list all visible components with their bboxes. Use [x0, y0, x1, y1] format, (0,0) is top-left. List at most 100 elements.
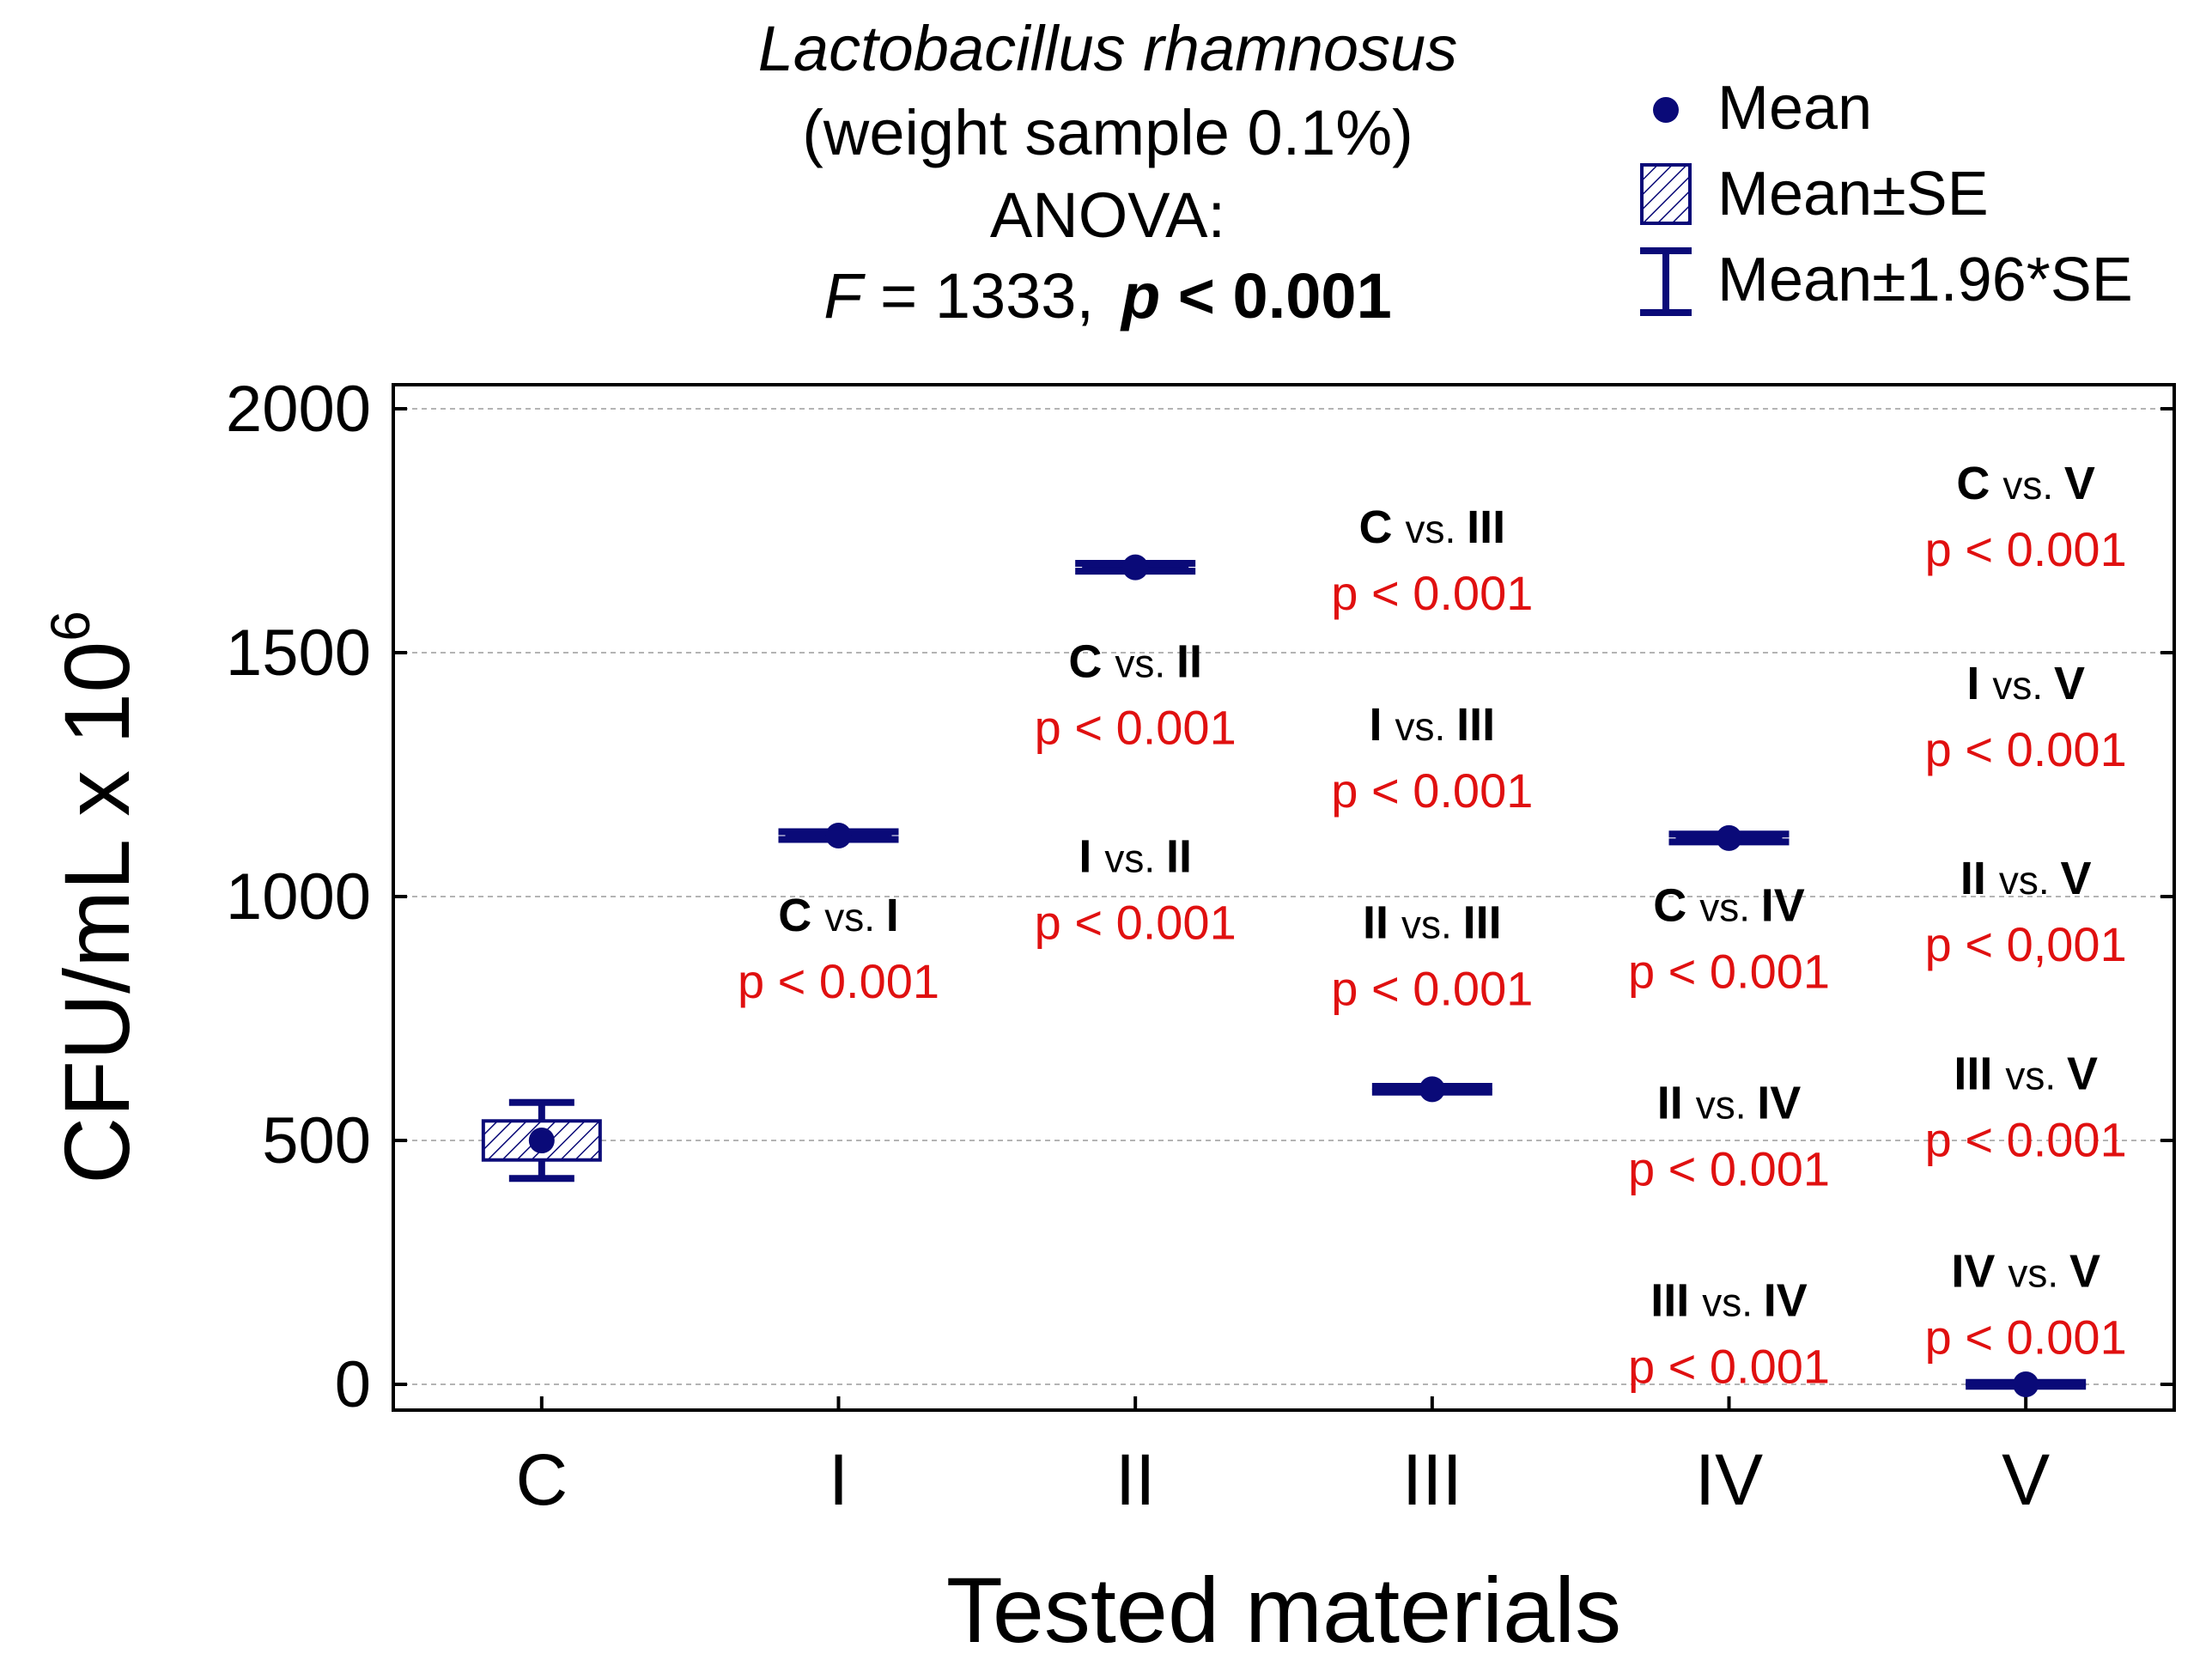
comparison-group-b: IV: [1761, 879, 1805, 931]
comparison-vs: vs.: [1115, 641, 1176, 685]
title-p-value: < 0.001: [1160, 260, 1392, 331]
mean-point: [2013, 1371, 2039, 1397]
comparison-group-b: IV: [1764, 1274, 1808, 1326]
legend-ci-label: Mean±1.96*SE: [1717, 246, 2133, 314]
comparison-group: C vs. Ip < 0.001: [738, 890, 939, 1008]
comparison-vs: vs.: [2008, 1250, 2069, 1295]
comparison-group-b: III: [1463, 897, 1502, 948]
comparison-group-b: V: [2060, 853, 2091, 904]
comparison-group-a: C: [778, 890, 824, 941]
comparison-group-b: V: [2067, 1048, 2098, 1099]
comparison-group-a: I: [1966, 658, 1992, 709]
comparison-vs: vs.: [1406, 507, 1468, 551]
title-statistics: F = 1333, p < 0.001: [823, 260, 1391, 331]
x-axis-ticks: C I II III IV V: [515, 1396, 2050, 1520]
comparison-group-a: II: [1960, 853, 1999, 904]
y-axis-ticks: 0 500 1000 1500 2000: [226, 373, 2174, 1421]
comparison-group: I vs. III p < 0.001: [1331, 699, 1533, 818]
comparison-p-value: p < 0.001: [1035, 700, 1237, 754]
comparison-group: I vs. II p < 0.001: [1035, 831, 1237, 950]
y-tick-label: 0: [335, 1348, 371, 1421]
comparison-vs: vs.: [1699, 885, 1761, 929]
comparison-group-a: III: [1650, 1274, 1702, 1326]
comparison-vs: vs.: [2005, 1053, 2067, 1098]
title-anova: ANOVA:: [990, 179, 1225, 251]
x-tick-label: IV: [1695, 1439, 1763, 1520]
comparison-group: III vs. IV p < 0.001: [1628, 1274, 1830, 1393]
mean-point: [1419, 1076, 1445, 1103]
comparison-group: I vs. Vp < 0.001: [1925, 658, 2127, 776]
mean-point: [1122, 554, 1149, 581]
comparison-vs: vs.: [1696, 1082, 1758, 1127]
comparison-p-value: p < 0.001: [1628, 1339, 1830, 1393]
comparison-group: II vs. III p < 0.001: [1331, 897, 1533, 1015]
comparison-group: C vs. V p < 0.001: [1925, 458, 2127, 576]
comparison-group-b: II: [1166, 831, 1192, 883]
comparison-label: III vs. IV: [1650, 1274, 1808, 1326]
comparison-p-value: p < 0.001: [1331, 566, 1533, 620]
y-axis-title-text: CFU/mL x 10: [45, 642, 149, 1184]
comparison-group-a: C: [1068, 635, 1115, 687]
comparison-label: I vs. V: [1966, 658, 2085, 709]
x-tick-label: V: [2002, 1439, 2050, 1520]
comparison-label: C vs. I: [778, 890, 899, 941]
comparison-label: C vs. V: [1956, 458, 2095, 509]
comparison-label: C vs. II: [1068, 635, 1202, 687]
legend-se-label: Mean±SE: [1717, 160, 1989, 228]
x-axis-title: Tested materials: [946, 1558, 1621, 1656]
comparison-vs: vs.: [1702, 1280, 1764, 1324]
comparison-group: C vs. III p < 0.001: [1331, 502, 1533, 620]
comparison-vs: vs.: [1992, 663, 2054, 708]
legend-mean-marker: [1653, 97, 1679, 123]
comparison-group-a: IV: [1951, 1245, 2008, 1297]
series-marker-v: [1966, 1371, 2087, 1397]
comparison-label: I vs. II: [1079, 831, 1192, 883]
comparison-group-a: I: [1079, 831, 1104, 883]
comparison-vs: vs.: [1395, 704, 1457, 749]
comparison-group-a: C: [1653, 879, 1699, 931]
comparison-group-b: III: [1467, 502, 1505, 553]
comparison-group-b: V: [2064, 458, 2095, 509]
series-markers: [481, 554, 2087, 1397]
mean-point: [825, 823, 852, 848]
mean-point: [1716, 824, 1742, 851]
comparison-p-value: p < 0.001: [1035, 896, 1237, 950]
comparison-vs: vs.: [1104, 836, 1166, 881]
y-tick-label: 1000: [226, 860, 371, 933]
comparison-label: IV vs. V: [1951, 1245, 2100, 1297]
comparison-p-value: p < 0.001: [1925, 522, 2127, 576]
comparison-label: III vs. V: [1954, 1048, 2098, 1099]
comparison-p-value: p < 0.001: [1628, 1141, 1830, 1195]
comparison-group: II vs. V p < 0,001: [1925, 853, 2127, 971]
series-marker-i: [778, 823, 899, 848]
chart-title: Lactobacillus rhamnosus (weight sample 0…: [758, 13, 1457, 331]
comparison-p-value: p < 0.001: [1628, 944, 1830, 998]
comparison-label: I vs. III: [1370, 699, 1496, 751]
comparison-group-a: III: [1954, 1048, 2005, 1099]
x-tick-label: C: [515, 1439, 568, 1520]
comparison-group-b: V: [2054, 658, 2085, 709]
comparison-group-a: C: [1359, 502, 1406, 553]
comparison-group: III vs. Vp < 0.001: [1925, 1048, 2127, 1166]
title-p-symbol: p: [1120, 260, 1160, 331]
y-axis-title: CFU/mL x 106: [40, 611, 149, 1184]
x-tick-label: I: [829, 1439, 848, 1520]
title-f-value: = 1333,: [862, 260, 1094, 331]
series-marker-iii: [1371, 1076, 1492, 1103]
grid-lines: [393, 408, 2174, 1385]
y-tick-label: 2000: [226, 373, 371, 446]
y-axis-title-exponent: 6: [40, 611, 101, 642]
legend-se-box: [1640, 163, 1692, 225]
comparison-label: C vs. IV: [1653, 879, 1805, 931]
legend-mean-label: Mean: [1717, 74, 1872, 143]
comparison-vs: vs.: [824, 895, 886, 939]
comparison-p-value: p < 0,001: [1925, 917, 2127, 971]
title-sample: (weight sample 0.1%): [802, 97, 1413, 168]
comparison-group-a: I: [1370, 699, 1395, 751]
comparison-group: C vs. II p < 0.001: [1035, 635, 1237, 754]
comparison-label: II vs. V: [1960, 853, 2092, 904]
comparison-label: II vs. III: [1363, 897, 1502, 948]
comparison-group: IV vs. Vp < 0.001: [1925, 1245, 2127, 1364]
comparison-label: C vs. III: [1359, 502, 1506, 553]
